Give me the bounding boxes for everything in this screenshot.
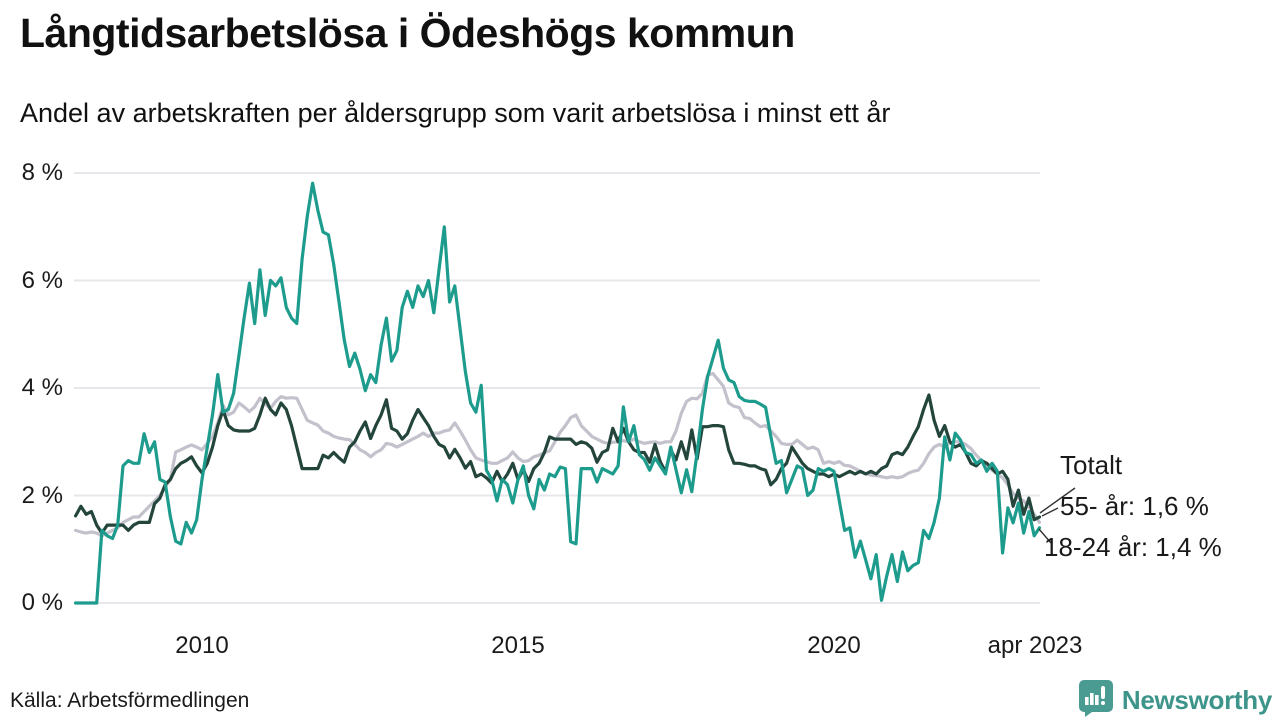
annotation-leader-lines bbox=[1038, 487, 1076, 544]
y-tick-2: 2 % bbox=[21, 481, 63, 509]
page-subtitle: Andel av arbetskraften per åldersgrupp s… bbox=[20, 98, 891, 128]
x-tick-2010: 2010 bbox=[175, 632, 229, 659]
series-line-totalt bbox=[73, 371, 1042, 538]
gridlines bbox=[74, 172, 1040, 604]
series-line-18-24-r bbox=[73, 181, 1042, 605]
y-tick-6: 6 % bbox=[21, 266, 63, 294]
x-tick-apr2023: apr 2023 bbox=[987, 632, 1083, 659]
series-line-55-r bbox=[73, 393, 1042, 535]
y-tick-8: 8 % bbox=[21, 159, 63, 186]
newsworthy-brand: Newsworthy bbox=[1078, 679, 1272, 720]
annotation-55-ar: 55- år: 1,6 % bbox=[1060, 491, 1209, 521]
annotation-totalt: Totalt bbox=[1060, 450, 1123, 480]
page-title: Långtidsarbetslösa i Ödeshögs kommun bbox=[20, 10, 795, 56]
source-credit: Källa: Arbetsförmedlingen bbox=[10, 689, 250, 712]
newsworthy-brand-name: Newsworthy bbox=[1121, 685, 1272, 715]
y-tick-0: 0 % bbox=[21, 589, 63, 616]
x-tick-2015: 2015 bbox=[491, 632, 545, 659]
newsworthy-logo-icon bbox=[1078, 679, 1114, 720]
x-tick-2020: 2020 bbox=[807, 632, 861, 659]
series-lines bbox=[73, 181, 1042, 605]
annotation-18-24-ar: 18-24 år: 1,4 % bbox=[1044, 532, 1222, 562]
y-tick-4: 4 % bbox=[21, 374, 63, 401]
